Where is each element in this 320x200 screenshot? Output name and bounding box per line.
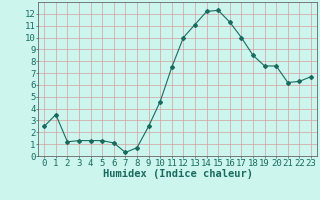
- X-axis label: Humidex (Indice chaleur): Humidex (Indice chaleur): [103, 169, 252, 179]
